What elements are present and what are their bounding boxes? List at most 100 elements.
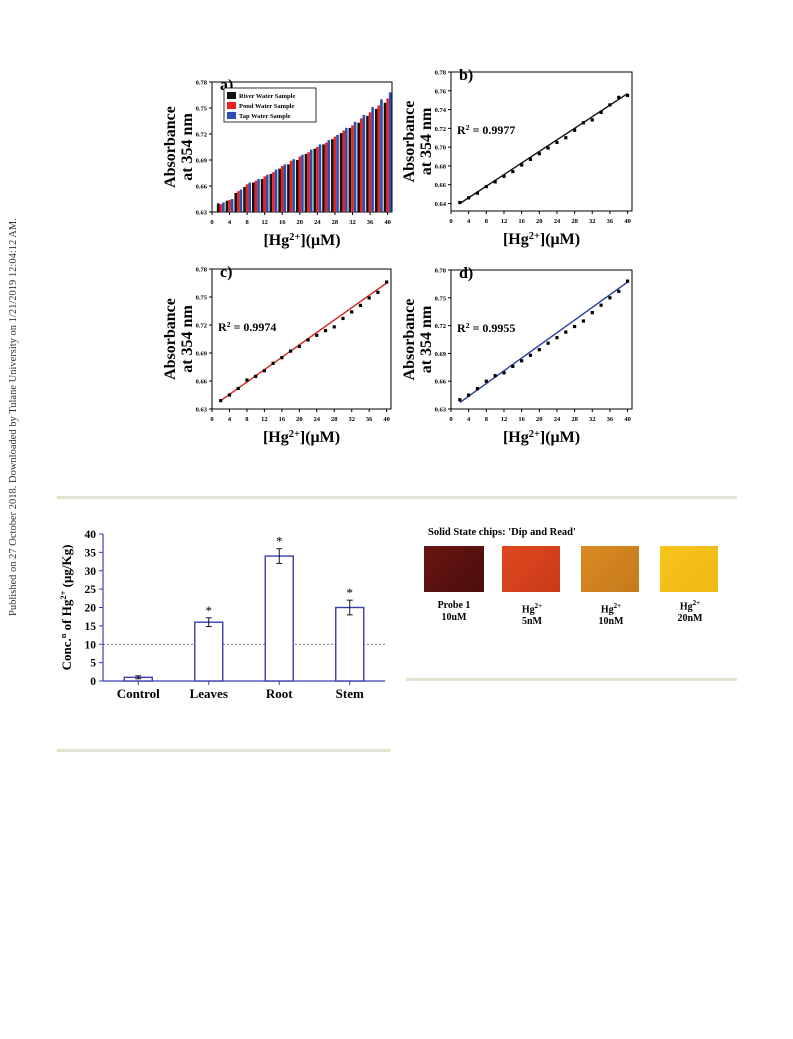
bar: [366, 115, 369, 212]
y-tick-label: 0.63: [196, 210, 208, 217]
y-tick-label: 0.75: [196, 295, 208, 302]
x-tick-label: 32: [589, 218, 596, 225]
x-tick-label: 0: [449, 218, 452, 225]
x-tick-label: 8: [245, 416, 249, 423]
x-axis-label: [Hg2+](μM): [263, 429, 340, 447]
x-tick-label: 36: [367, 219, 374, 226]
y-axis-label: Conc.n of Hg2+ (μg/Kg): [58, 545, 74, 671]
data-point: [271, 361, 275, 365]
legend-swatch: [227, 92, 236, 99]
chip-swatch: [581, 546, 639, 592]
bar: [353, 121, 357, 212]
y-tick-label: 5: [90, 658, 96, 670]
data-point: [245, 378, 249, 382]
y-tick-label: 0.69: [196, 158, 208, 165]
data-point: [262, 369, 266, 373]
bar: [216, 203, 220, 212]
x-tick-label: 32: [348, 416, 355, 423]
data-point: [520, 163, 524, 167]
x-tick-label: 16: [518, 416, 525, 423]
y-tick-label: 0.78: [196, 80, 208, 87]
bar: [230, 199, 234, 212]
bar: [295, 160, 299, 212]
y-axis-label-line1: Absorbance: [401, 101, 418, 183]
bar: [272, 172, 275, 212]
x-tick-label: 8: [485, 416, 489, 423]
bar: [388, 92, 392, 212]
x-tick-label: 16: [518, 218, 525, 225]
x-tick-label: 36: [607, 218, 614, 225]
chip-label: Hg2+ 5nM: [521, 602, 543, 628]
y-tick-label: 0.63: [435, 407, 447, 414]
bar: [342, 130, 346, 212]
data-point: [573, 324, 577, 329]
data-point: [590, 118, 594, 122]
x-tick-label: 28: [571, 218, 578, 225]
data-point: [280, 356, 284, 360]
y-tick-label: 0.66: [435, 379, 447, 386]
y-tick-label: 0.74: [435, 107, 447, 114]
legend-label: Tap Water Sample: [239, 113, 291, 120]
bar: [269, 173, 273, 212]
bar: [301, 154, 304, 212]
bar: [222, 202, 225, 212]
bar: [383, 102, 387, 212]
r-squared-annotation: R2 = 0.9977: [457, 123, 515, 138]
data-point: [537, 348, 541, 352]
bar: [386, 98, 389, 212]
divider-top: [57, 496, 737, 499]
bar: [333, 136, 337, 212]
y-axis-label-line1: Absorbance: [162, 106, 179, 188]
y-axis-label-line2: at 354 nm: [418, 305, 435, 373]
data-point: [617, 95, 621, 99]
y-axis-label-line2: at 354 nm: [179, 113, 196, 181]
bar: [225, 200, 229, 212]
y-tick-label: 0.63: [196, 407, 208, 414]
chart-panel-b: 0 4 8 12 16 20 24 28 32 36 40 0.64 0.66 0.68 0.70 0.72 0…: [401, 67, 633, 249]
y-tick-label: 15: [85, 621, 97, 633]
legend-box: [223, 87, 317, 123]
data-point: [475, 191, 480, 195]
data-point: [581, 319, 586, 323]
y-tick-label: 0.78: [196, 267, 208, 274]
panel-letter: d): [459, 265, 473, 282]
x-axis-label: [Hg2+](μM): [503, 231, 580, 249]
r-squared-annotation: R2 = 0.9974: [218, 320, 276, 335]
chart-plant-tissue: 0 5 10 15 20 25 30 35 40 Control * Leaves * Root * Stem…: [58, 529, 385, 701]
data-point: [546, 341, 550, 345]
chart-panel-c: 0 4 8 12 16 20 24 28 32 36 40 0.63 0.66 0.69 0.72 0.75 0…: [162, 264, 392, 447]
y-tick-label: 0.69: [196, 351, 208, 358]
data-point: [376, 290, 380, 294]
chip-label: Hg2+ 20nM: [677, 599, 703, 625]
data-point: [599, 303, 603, 307]
data-point: [341, 316, 345, 321]
data-point: [475, 387, 480, 391]
bar: [357, 122, 360, 212]
bar: [274, 169, 278, 212]
plot-frame: [211, 268, 392, 410]
data-point: [236, 386, 240, 391]
data-point: [227, 393, 232, 397]
bar: [313, 148, 317, 212]
x-tick-label: 32: [589, 416, 596, 423]
bar: [260, 179, 264, 212]
legend-label: Pond Water Sample: [239, 103, 294, 110]
data-point: [358, 303, 363, 307]
fit-line: [459, 281, 628, 404]
y-tick-label: 0.70: [435, 145, 446, 152]
x-tick-label: Stem: [336, 686, 364, 701]
bar: [359, 118, 363, 212]
y-axis-label-line1: Absorbance: [162, 298, 179, 380]
y-tick-label: 0.75: [435, 295, 447, 302]
bar: [252, 182, 255, 212]
data-point: [502, 371, 506, 375]
y-axis-label-line2: at 354 nm: [179, 305, 196, 373]
significance-marker: *: [347, 585, 354, 600]
bar: [304, 153, 308, 212]
data-point: [306, 338, 310, 342]
divider-bottom-left: [57, 749, 390, 752]
x-tick-label: 20: [297, 219, 304, 226]
bar: [257, 179, 260, 212]
y-tick-label: 0.76: [435, 88, 447, 95]
y-tick-label: 30: [85, 566, 97, 578]
